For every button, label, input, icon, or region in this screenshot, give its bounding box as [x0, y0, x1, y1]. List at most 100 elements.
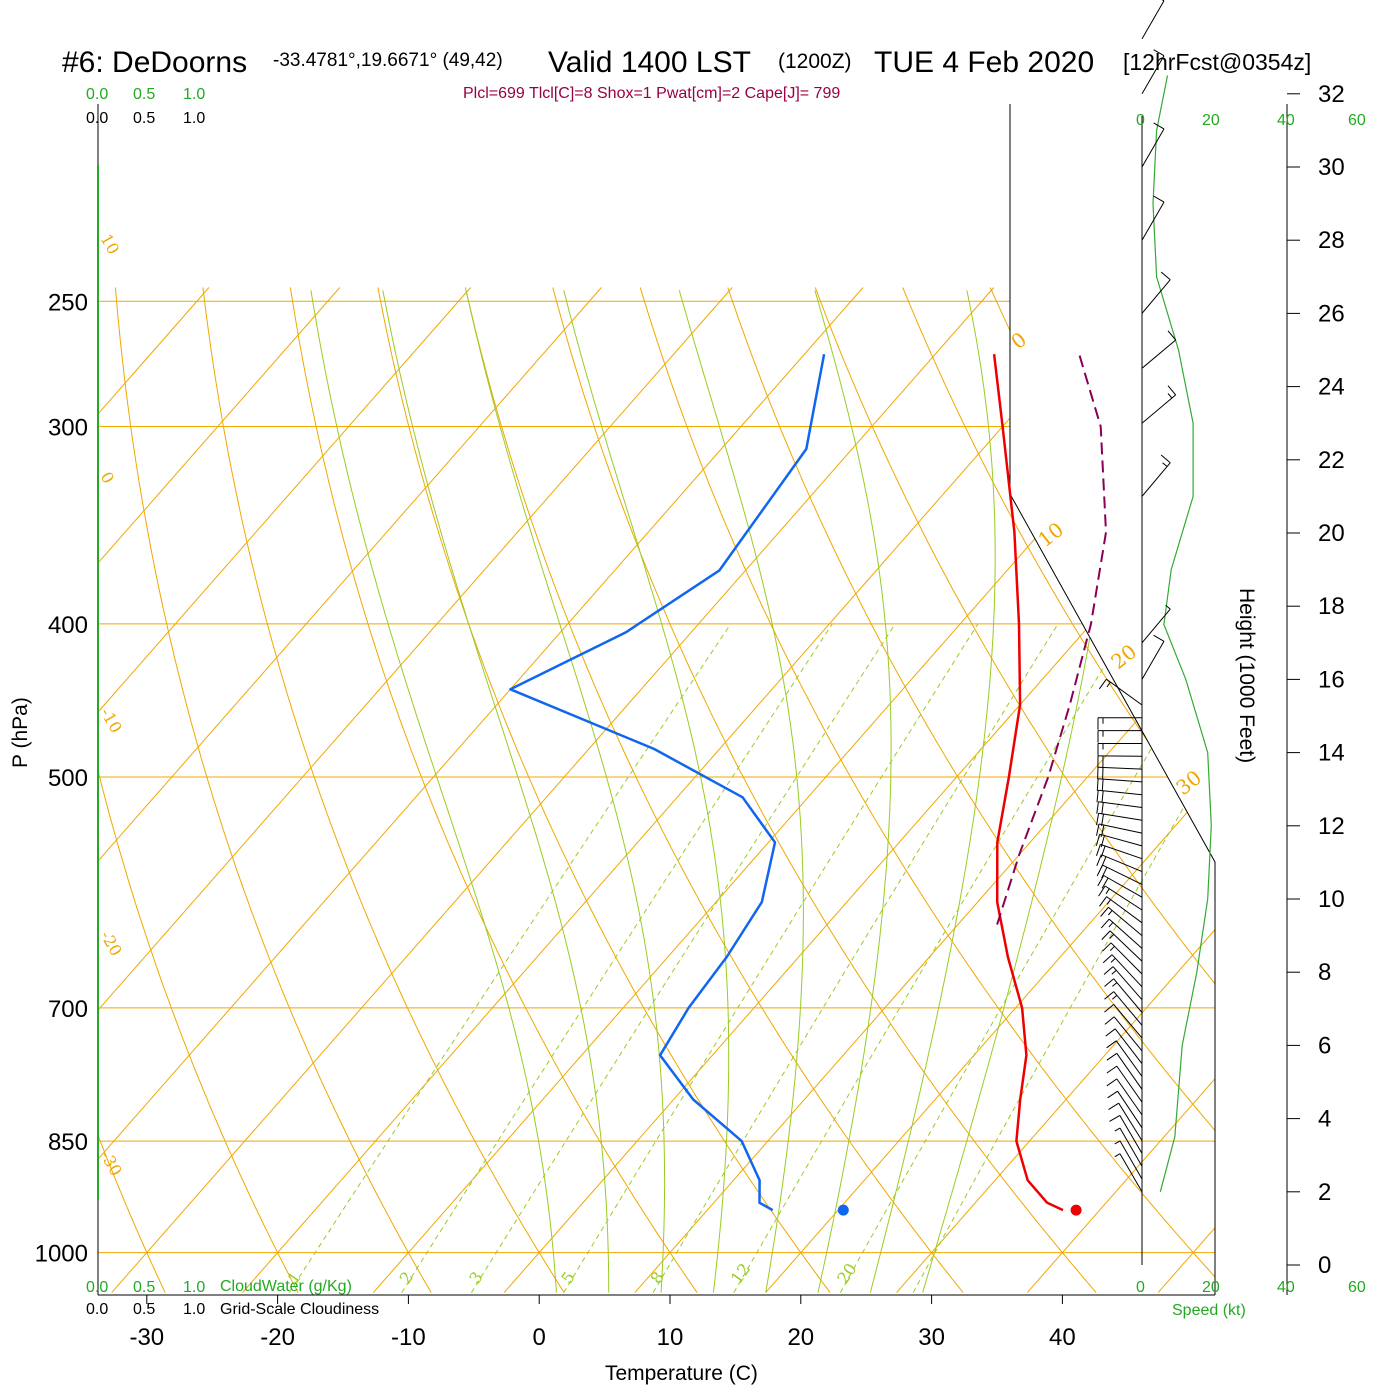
mixing-ratio-label: 20 — [833, 1260, 860, 1288]
wind-barb-low — [1104, 1004, 1143, 1039]
barb-staff — [1141, 0, 1165, 40]
surface-dewpoint-dot — [837, 1204, 849, 1216]
dry-adiabat-40 — [552, 287, 1097, 1293]
wind-barb-low — [1108, 1102, 1143, 1141]
wind-barb-low — [1096, 843, 1143, 860]
barb-flag — [1104, 1004, 1115, 1013]
cloudwater-tick-bottom-0: 0.0 — [86, 1279, 108, 1296]
barb-staff — [1098, 789, 1143, 796]
height-axis-label: Height (1000 Feet) — [1235, 588, 1258, 763]
barb-flag — [1153, 122, 1165, 130]
speed-tick-top-2: 40 — [1277, 112, 1295, 129]
dry-adiabat-100 — [1077, 287, 1215, 1293]
barb-flag — [1100, 845, 1106, 858]
height-tick-label: 4 — [1318, 1106, 1331, 1133]
barb-staff — [1103, 875, 1143, 898]
barb-flag — [1096, 790, 1099, 803]
isotherm--30 — [111, 287, 995, 1293]
height-tick-label: 22 — [1318, 447, 1345, 474]
barb-half-flag — [1109, 934, 1115, 940]
wind-barb-low — [1102, 942, 1143, 975]
barb-staff — [1141, 279, 1171, 314]
cloudwater-scale-top: 0.0 0.5 1.0 0.0 0.5 1.0 — [86, 86, 205, 127]
wind-barb-low — [1105, 1028, 1143, 1065]
skew-t-grid — [0, 287, 1400, 1293]
height-tick-label: 2 — [1318, 1179, 1331, 1206]
dry-adiabat-labels: 100-10-20-30 — [97, 231, 126, 1180]
height-tick-label: 28 — [1318, 227, 1345, 254]
barb-staff — [1108, 918, 1143, 949]
barb-flag — [1101, 930, 1111, 940]
barb-staff — [1119, 1115, 1143, 1154]
temperature-tick-label: -30 — [129, 1324, 164, 1351]
barb-staff — [1098, 801, 1143, 808]
barb-staff — [1106, 896, 1143, 924]
mixing-ratio-label: 2 — [396, 1268, 417, 1287]
mixing-ratio-label: 5 — [557, 1268, 578, 1287]
dry-adiabat-120 — [1253, 288, 1400, 1293]
barb-flag — [1095, 834, 1101, 846]
barb-flag — [1096, 854, 1102, 866]
barb-staff — [1116, 1078, 1143, 1116]
barb-flag — [1103, 966, 1114, 975]
isotherm--50 — [98, 287, 733, 1293]
dry-adiabat-20 — [377, 287, 831, 1293]
dry-adiabat-label: 10 — [97, 231, 124, 258]
barb-staff — [1118, 1102, 1143, 1141]
barb-staff — [1141, 462, 1171, 497]
height-tick-label: 16 — [1318, 666, 1345, 693]
wind-barb-low — [1106, 1052, 1143, 1090]
barb-staff — [1113, 978, 1143, 1013]
height-tick-label: 10 — [1318, 886, 1345, 913]
barb-flag — [1167, 330, 1177, 341]
sounding-profiles — [509, 353, 1108, 1216]
barb-flag — [1153, 49, 1165, 57]
barb-flag — [1106, 1040, 1117, 1049]
barb-flag — [1096, 813, 1100, 826]
wind-barb-low — [1097, 755, 1143, 768]
barb-staff — [1141, 55, 1165, 95]
cloudiness-tick-top-2: 1.0 — [183, 110, 205, 127]
height-tick-label: 32 — [1318, 81, 1345, 108]
barb-flag — [1102, 942, 1112, 952]
barb-staff — [1141, 608, 1171, 644]
dry-adiabat--40 — [0, 288, 32, 1293]
barb-flag — [1096, 844, 1101, 856]
isotherm-label: 10 — [1033, 517, 1068, 552]
wind-barb-low — [1107, 1090, 1143, 1129]
moist-adiabat-28 — [869, 290, 996, 1293]
barb-staff — [1097, 766, 1143, 770]
moist-adiabat-8 — [382, 290, 610, 1293]
mixing-ratio-line-28 — [912, 623, 1215, 1293]
barb-flag — [1101, 802, 1104, 815]
moist-adiabat-12 — [465, 290, 666, 1293]
barb-half-flag — [1114, 1140, 1121, 1145]
isotherm-40 — [1026, 287, 1215, 1293]
height-tick-label: 26 — [1318, 300, 1345, 327]
barb-half-flag — [1108, 922, 1114, 928]
wind-barb-low — [1106, 1040, 1143, 1077]
wind-barb-low — [1104, 991, 1143, 1026]
barb-staff — [1113, 991, 1143, 1026]
temperature-tick-label: 10 — [657, 1324, 684, 1351]
pressure-tick-label: 400 — [48, 612, 88, 639]
barb-flag — [1100, 824, 1105, 837]
barb-flag — [1097, 875, 1105, 887]
barb-half-flag — [1111, 995, 1118, 1000]
dry-adiabat-30 — [464, 287, 964, 1293]
wind-barb-low — [1098, 678, 1143, 706]
barb-flag — [1099, 896, 1108, 907]
barb-flag — [1101, 867, 1108, 879]
barb-half-flag — [1107, 910, 1113, 916]
barb-staff — [1141, 641, 1165, 680]
barb-staff — [1098, 823, 1143, 834]
station-name: #6: DeDoorns — [62, 46, 247, 79]
dry-adiabat-80 — [902, 287, 1215, 1293]
barb-flag — [1167, 385, 1177, 396]
dry-adiabat--30 — [98, 287, 166, 1293]
temperature-tick-label: 20 — [787, 1324, 814, 1351]
parcel-path — [996, 353, 1108, 925]
barb-staff — [1101, 854, 1143, 873]
barb-flag — [1104, 978, 1115, 987]
